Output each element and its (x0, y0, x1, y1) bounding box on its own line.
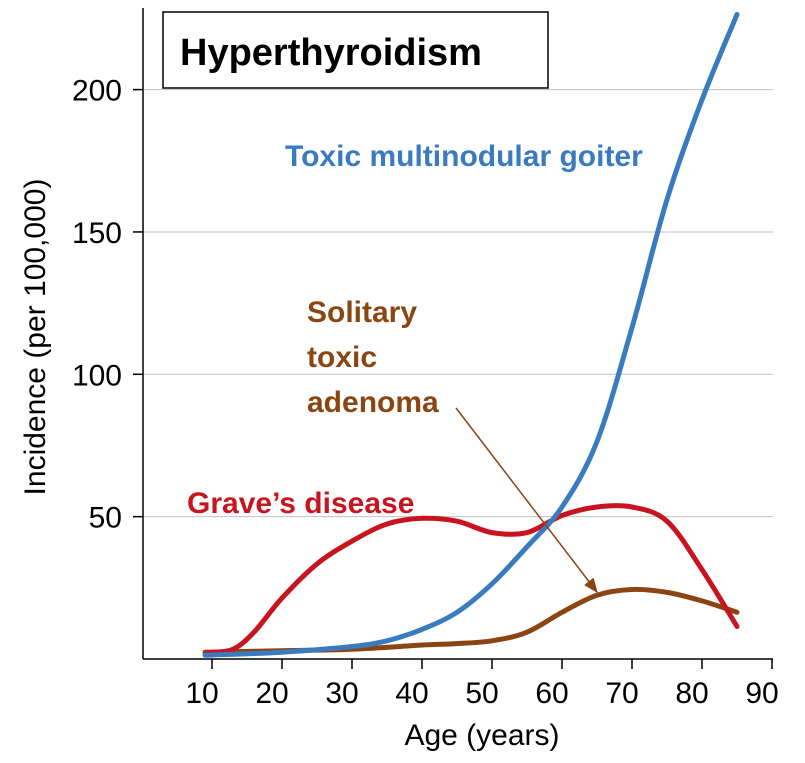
x-tick-label: 30 (325, 677, 358, 710)
series-lines (202, 11, 740, 658)
series-label-graves-disease: Grave’s disease (187, 487, 414, 520)
series-label-solitary-line-2: toxic (307, 341, 377, 374)
axes (142, 8, 773, 660)
x-tick-label: 20 (255, 677, 288, 710)
series-label-toxic-multinodular-goiter: Toxic multinodular goiter (285, 140, 643, 173)
x-tick-label: 80 (675, 677, 708, 710)
annotation-arrow (455, 407, 598, 594)
title-box (162, 11, 549, 89)
series-line-solitary-toxic-adenoma (202, 586, 740, 655)
chart-title: Hyperthyroidism (180, 32, 482, 74)
series-line-toxic-multinodular-goiter (202, 11, 740, 658)
y-tick-label: 50 (89, 502, 122, 535)
x-tick-label: 60 (535, 677, 568, 710)
series-label-solitary-line-3: adenoma (307, 386, 439, 419)
x-tick-label: 90 (745, 677, 778, 710)
series-label-solitary-line-1: Solitary (307, 296, 417, 329)
x-tick-label: 70 (605, 677, 638, 710)
x-tick-label: 50 (465, 677, 498, 710)
y-tick-label: 200 (72, 75, 122, 108)
y-axis-title: Incidence (per 100,000) (19, 179, 52, 496)
x-axis-title: Age (years) (404, 719, 559, 752)
x-tick-label: 40 (395, 677, 428, 710)
y-tick-label: 100 (72, 359, 122, 392)
y-tick-label: 150 (72, 217, 122, 250)
axis-ticks: 50 100 150 200 10 20 30 40 50 60 70 80 90 (72, 75, 779, 710)
grid-lines (133, 89, 773, 518)
series-line-graves-disease (204, 503, 740, 655)
x-tick-label: 10 (185, 677, 218, 710)
